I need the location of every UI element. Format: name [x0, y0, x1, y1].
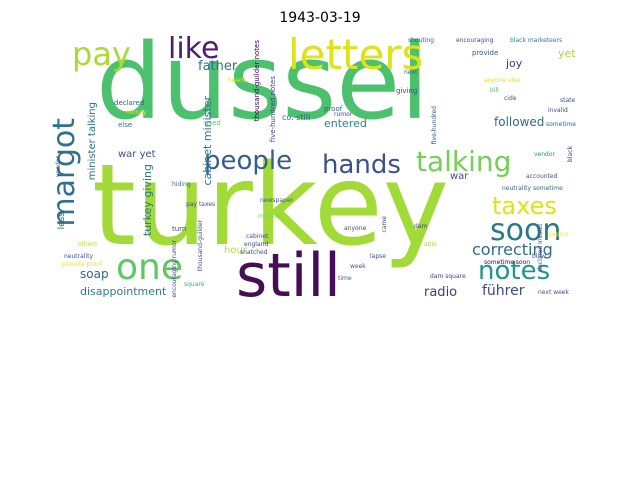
word-neutrality-sometime: neutrality sometime — [502, 185, 563, 192]
word-england: england — [244, 241, 269, 248]
word-letters: letters — [288, 36, 424, 79]
word-co-still: co. still — [282, 113, 311, 122]
word-black-marketeers: black marketeers — [510, 37, 563, 44]
word-week: week — [350, 263, 366, 270]
word-dam: dam — [414, 223, 428, 230]
word-less: less — [57, 212, 67, 230]
word-five-hundred: five-hundred — [431, 106, 438, 145]
word-snatched: snatched — [240, 249, 268, 256]
word-anyone: anyone — [344, 225, 367, 232]
word-taxes: taxes — [492, 192, 557, 220]
word-proof: proof — [324, 105, 343, 113]
word-invalid: invalid — [548, 107, 568, 114]
word-black: black — [567, 146, 574, 162]
word-pay-taxes: pay taxes — [186, 201, 216, 208]
word-turkey: turkey — [92, 141, 449, 271]
word-bill: bill — [490, 87, 499, 94]
word-father: father — [198, 59, 238, 74]
word-else: else — [118, 121, 133, 129]
word-papers: papers — [548, 231, 569, 238]
word-thousand-guilder-notes: thousand-guilder notes — [253, 40, 261, 122]
word-followed: followed — [494, 115, 545, 129]
word-lapse: lapse — [370, 253, 386, 260]
word-one: one — [116, 247, 183, 288]
word-joy: joy — [506, 57, 523, 70]
word-minister: minister — [258, 213, 283, 220]
word-still: still — [236, 241, 341, 302]
word-yet: yet — [558, 47, 576, 60]
word-blow: blow — [532, 253, 547, 260]
word-state: state — [560, 97, 576, 104]
word-vendor-2: vendor — [55, 156, 62, 177]
word-able: able — [424, 241, 437, 248]
word-rumor: rumor — [334, 111, 353, 118]
word-war-yet: war yet — [118, 149, 156, 160]
word-talking: talking — [416, 145, 512, 178]
word-cabinet: cabinet — [246, 233, 269, 240]
word-money: money — [126, 109, 147, 116]
word-giving: giving — [396, 87, 418, 95]
word-vendor: vendor — [534, 151, 555, 158]
word-accounted: accounted — [526, 173, 558, 180]
word-fuhrer: führer — [482, 283, 525, 299]
word-hour: hour — [224, 245, 247, 256]
word-thousand-guilder: thousand-guilder — [197, 220, 204, 272]
word-came: came — [381, 216, 388, 233]
word-disappointment: disappointment — [80, 285, 167, 298]
word-square: square — [184, 281, 205, 288]
word-people: people — [204, 146, 293, 176]
word-notes: notes — [478, 256, 551, 286]
word-pay: pay — [72, 36, 131, 73]
word-provide-proof: provide proof — [62, 261, 103, 268]
word-declared-invalid: declared invalid — [537, 224, 544, 272]
word-soap: soap — [80, 267, 109, 281]
word-used: used — [204, 119, 221, 127]
word-next-week: next week — [538, 289, 569, 296]
word-entered: entered — [324, 117, 367, 130]
word-encouraging: encouraging — [456, 37, 494, 44]
word-declared: declared — [114, 99, 145, 107]
word-hands: hands — [322, 150, 401, 180]
word-anyone-else: anyone else — [484, 77, 521, 84]
word-encouraging-rumor: encouraging rumor — [171, 240, 178, 298]
word-dussel: dussel — [96, 36, 430, 143]
word-five-hundred-notes: five-hundred notes — [269, 76, 277, 143]
word-dam-square: dam square — [430, 273, 466, 280]
word-cabinet-minister: cabinet minister — [201, 96, 214, 186]
word-minister-talking: minister talking — [87, 102, 98, 181]
word-like: like — [168, 36, 220, 66]
word-war: war — [450, 171, 469, 182]
word-neutrality: neutrality — [64, 253, 94, 260]
word-next: next — [404, 69, 418, 76]
word-hiding: hiding — [172, 181, 191, 188]
word-cloud: dussel turkey still letters one hands pe… — [52, 36, 592, 302]
word-time: time — [338, 275, 352, 282]
word-correcting: correcting — [472, 240, 553, 259]
word-provide: provide — [472, 49, 499, 57]
word-others: others — [78, 241, 98, 248]
word-shouting: shouting — [408, 37, 435, 44]
word-sometime-soon: sometime soon — [484, 259, 531, 266]
chart-title: 1943-03-19 — [279, 10, 361, 26]
word-cide: cide — [504, 95, 517, 102]
word-newspaper: newspaper — [260, 197, 293, 204]
word-soon: soon — [490, 213, 562, 248]
word-turkey-giving: turkey giving — [141, 164, 154, 237]
word-heard: heard — [228, 77, 246, 84]
word-radio: radio — [424, 285, 458, 300]
word-turn: turn — [172, 225, 187, 233]
word-sometime: sometime — [546, 121, 576, 128]
